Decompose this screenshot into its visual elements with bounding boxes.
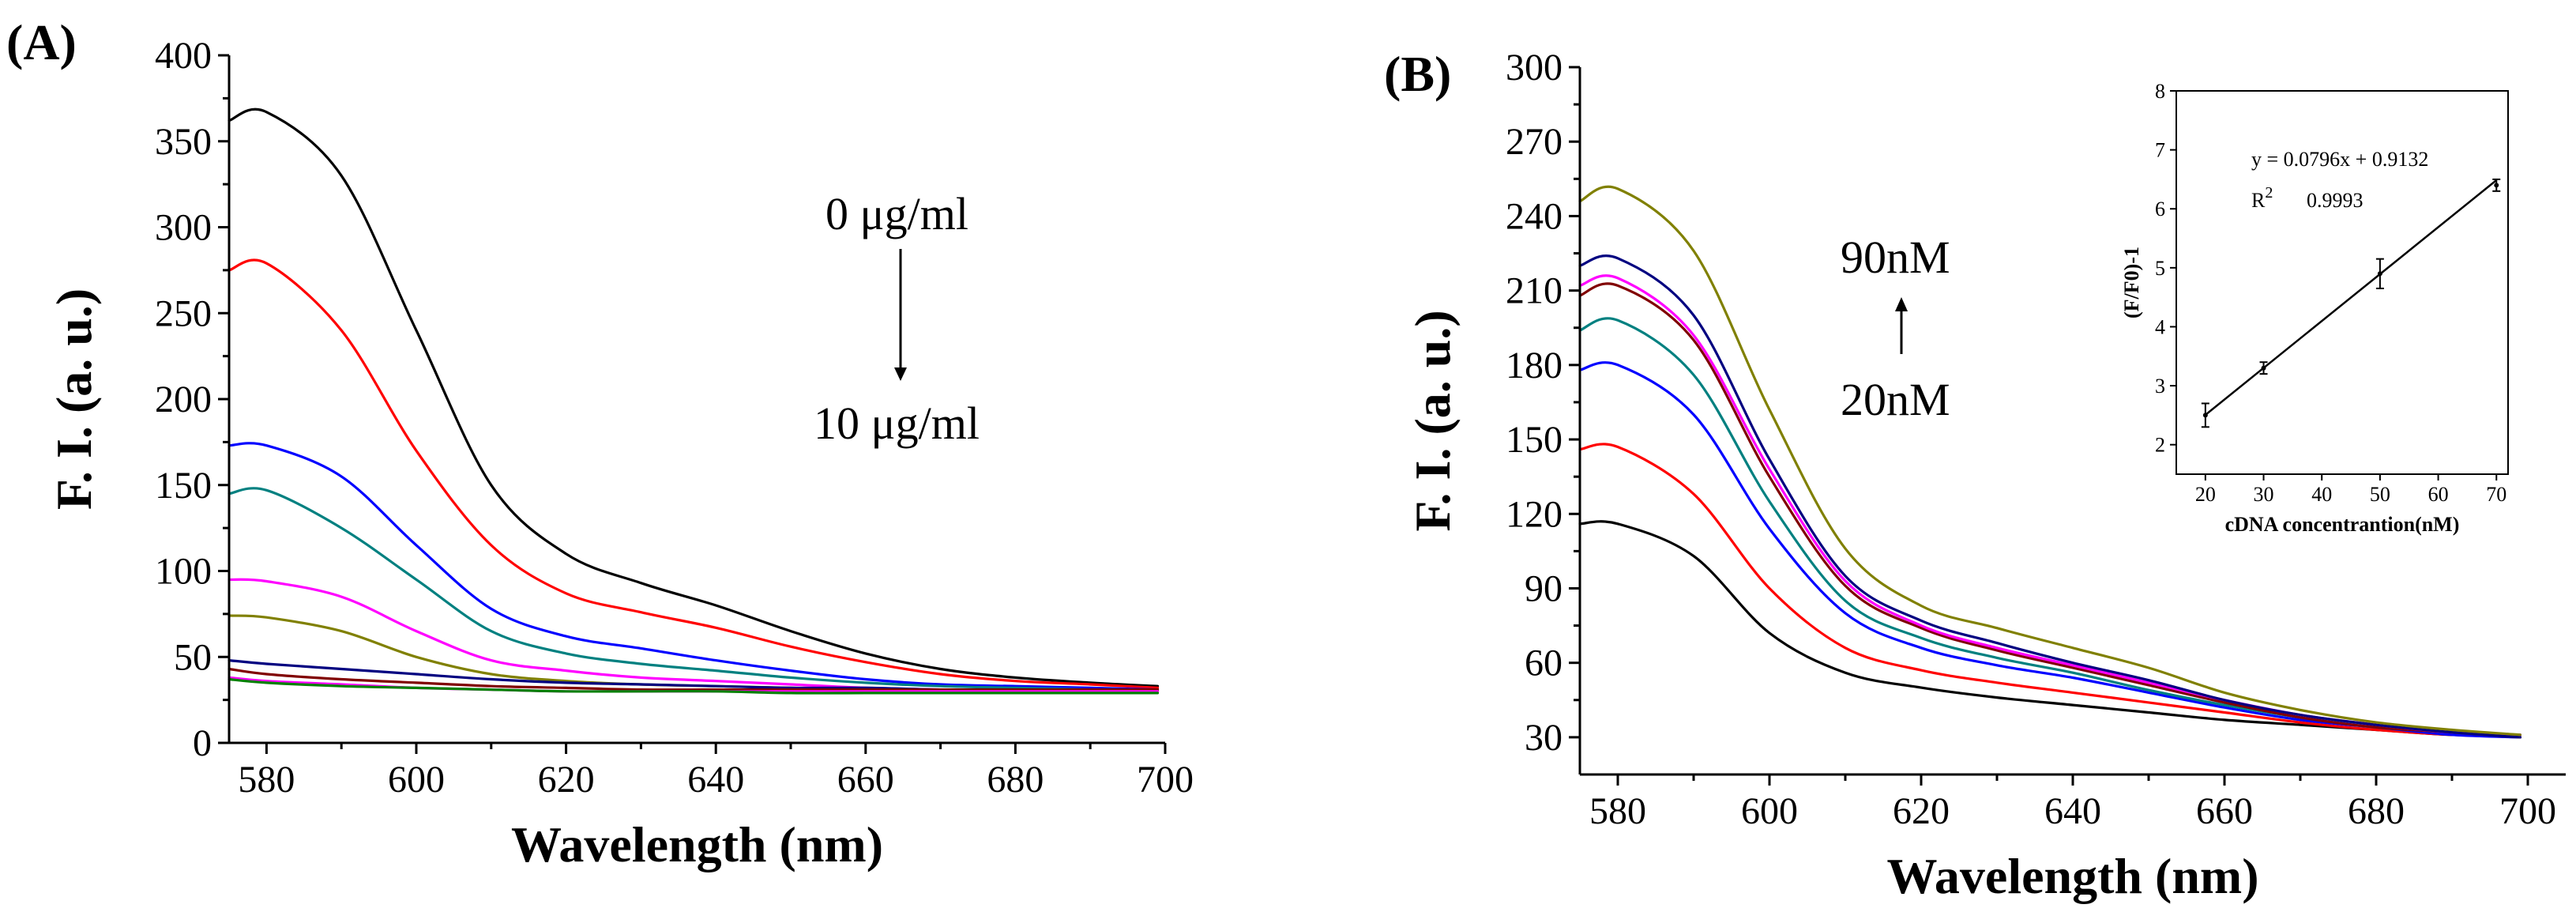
inset-r2-sup: 2	[2265, 184, 2273, 202]
panel-b-x-tick-label: 600	[1741, 790, 1798, 832]
panel-a-series-line-2	[228, 258, 1160, 689]
inset-x-tick-label: 20	[2195, 483, 2216, 506]
panel-a-x-tick-label: 680	[987, 759, 1044, 801]
panel-b-y-tick-label: 150	[1506, 419, 1563, 461]
panel-b-y-tick-label: 240	[1506, 195, 1563, 237]
panel-a-annotation-top: 0 μg/ml	[825, 188, 968, 239]
panel-a-y-tick-label: 100	[155, 551, 212, 593]
panel-b-axes: 580 600 620 640 660 680 7003060901201501802102…	[1506, 47, 2566, 832]
panel-a-series-group	[228, 107, 1160, 695]
inset-equation: y = 0.0796x + 0.9132	[2251, 148, 2428, 171]
inset-data-point	[2261, 365, 2266, 371]
panel-a-y-tick-label: 200	[155, 379, 212, 420]
panel-b-x-axis-title: Wavelength (nm)	[1886, 848, 2258, 904]
inset-y-tick-label: 5	[2155, 257, 2165, 280]
panel-b-series-line-8	[1578, 185, 2521, 737]
panel-a-y-tick-label: 150	[155, 465, 212, 507]
panel-a-x-tick-label: 620	[538, 759, 595, 801]
inset-y-tick-label: 7	[2155, 139, 2165, 162]
inset-x-tick-label: 30	[2254, 483, 2274, 506]
panel-b-y-axis-title: F. I. (a. u.)	[1405, 310, 1461, 531]
inset-y-tick-label: 6	[2155, 198, 2165, 220]
panel-a-series-line-10	[228, 677, 1160, 695]
panel-b-x-tick-label: 680	[2348, 790, 2405, 832]
panel-a-x-tick-label: 700	[1137, 759, 1194, 801]
inset-data-point	[2377, 271, 2382, 277]
panel-a-y-tick-label: 50	[174, 636, 212, 678]
panel-b-series-line-5	[1578, 282, 2521, 739]
panel-a-x-tick-label: 600	[388, 759, 445, 801]
inset-x-tick-label: 40	[2311, 483, 2332, 506]
inset-x-tick-label: 60	[2428, 483, 2449, 506]
inset-axes: 20 30 40 50 60 70 2 3 4 5 6 7 8	[2155, 80, 2509, 506]
panel-a-y-tick-label: 350	[155, 121, 212, 163]
panel-a-annotation-bottom: 10 μg/ml	[814, 398, 980, 449]
panel-a-x-tick-label: 660	[837, 759, 894, 801]
panel-b-y-tick-label: 300	[1506, 47, 1563, 89]
panel-b-y-tick-label: 90	[1525, 567, 1563, 609]
inset-x-tick-label: 50	[2370, 483, 2390, 506]
inset-x-axis-title: cDNA concentrantion(nM)	[2225, 513, 2460, 536]
inset-r2-value: 0.9993	[2307, 189, 2364, 212]
inset-data-point	[2202, 413, 2208, 418]
panel-a-series-line-3	[228, 442, 1160, 692]
panel-a-series-line-1	[228, 107, 1160, 688]
panel-b-y-tick-label: 120	[1506, 493, 1563, 535]
panel-b-annotation-top: 90nM	[1841, 232, 1950, 283]
panel-a-x-tick-label: 580	[238, 759, 295, 801]
panel-b: (B) 580 600 620 640 660 680 700306090120150180…	[1384, 46, 2566, 904]
panel-b-x-tick-label: 620	[1893, 790, 1950, 832]
panel-a-series-line-8	[228, 667, 1160, 692]
panel-b-series-line-1	[1578, 520, 2521, 737]
inset-y-axis-title: (F/F0)-1	[2120, 247, 2143, 318]
inset-fit-line	[2205, 179, 2498, 416]
inset-r2-label: R2	[2251, 184, 2273, 212]
inset-frame	[2175, 90, 2509, 475]
panel-b-annotation-bottom: 20nM	[1841, 374, 1950, 425]
panel-b-x-tick-label: 700	[2499, 790, 2556, 832]
panel-a: (A) 580 600 620 640 660 680 700 0 50 100 150 200 250…	[6, 14, 1194, 872]
panel-b-y-tick-label: 210	[1506, 270, 1563, 312]
panel-a-label: (A)	[6, 14, 77, 70]
panel-a-x-tick-label: 640	[687, 759, 744, 801]
panel-a-series-line-4	[228, 487, 1160, 693]
panel-b-inset: 20 30 40 50 60 70 2 3 4 5 6 7 8 cDNA concentrantion(…	[2120, 80, 2509, 536]
inset-plot	[2201, 178, 2501, 428]
panel-a-series-line-5	[228, 578, 1160, 693]
panel-b-series-line-2	[1578, 443, 2521, 739]
panel-b-y-tick-label: 60	[1525, 643, 1563, 684]
inset-y-tick-label: 2	[2155, 434, 2165, 457]
inset-y-tick-label: 8	[2155, 80, 2165, 103]
panel-a-x-axis-title: Wavelength (nm)	[511, 816, 883, 872]
inset-x-tick-label: 70	[2486, 483, 2506, 506]
panel-b-label: (B)	[1384, 46, 1451, 102]
panel-b-x-tick-label: 660	[2196, 790, 2253, 832]
panel-b-series-line-7	[1578, 254, 2521, 739]
panel-a-y-axis-title: F. I. (a. u.)	[46, 288, 102, 510]
panel-a-axes: 580 600 620 640 660 680 700 0 50 100 150 200 250 300 3…	[155, 35, 1194, 801]
panel-b-series-group	[1578, 185, 2521, 739]
inset-y-tick-label: 3	[2155, 375, 2165, 398]
panel-a-arrow-down-icon	[894, 367, 907, 381]
panel-b-y-tick-label: 270	[1506, 121, 1563, 163]
inset-r2-r: R	[2251, 189, 2266, 212]
panel-a-y-tick-label: 300	[155, 207, 212, 249]
inset-y-tick-label: 4	[2155, 315, 2165, 338]
panel-a-y-tick-label: 400	[155, 35, 212, 77]
panel-b-y-tick-label: 30	[1525, 717, 1563, 759]
panel-b-x-tick-label: 640	[2044, 790, 2101, 832]
panel-b-y-tick-label: 180	[1506, 345, 1563, 386]
panel-a-y-tick-label: 0	[193, 722, 212, 764]
inset-data-point	[2494, 183, 2499, 188]
panel-a-y-tick-label: 250	[155, 292, 212, 334]
panel-b-x-tick-label: 580	[1589, 790, 1646, 832]
panel-b-arrow-up-icon	[1895, 297, 1908, 311]
